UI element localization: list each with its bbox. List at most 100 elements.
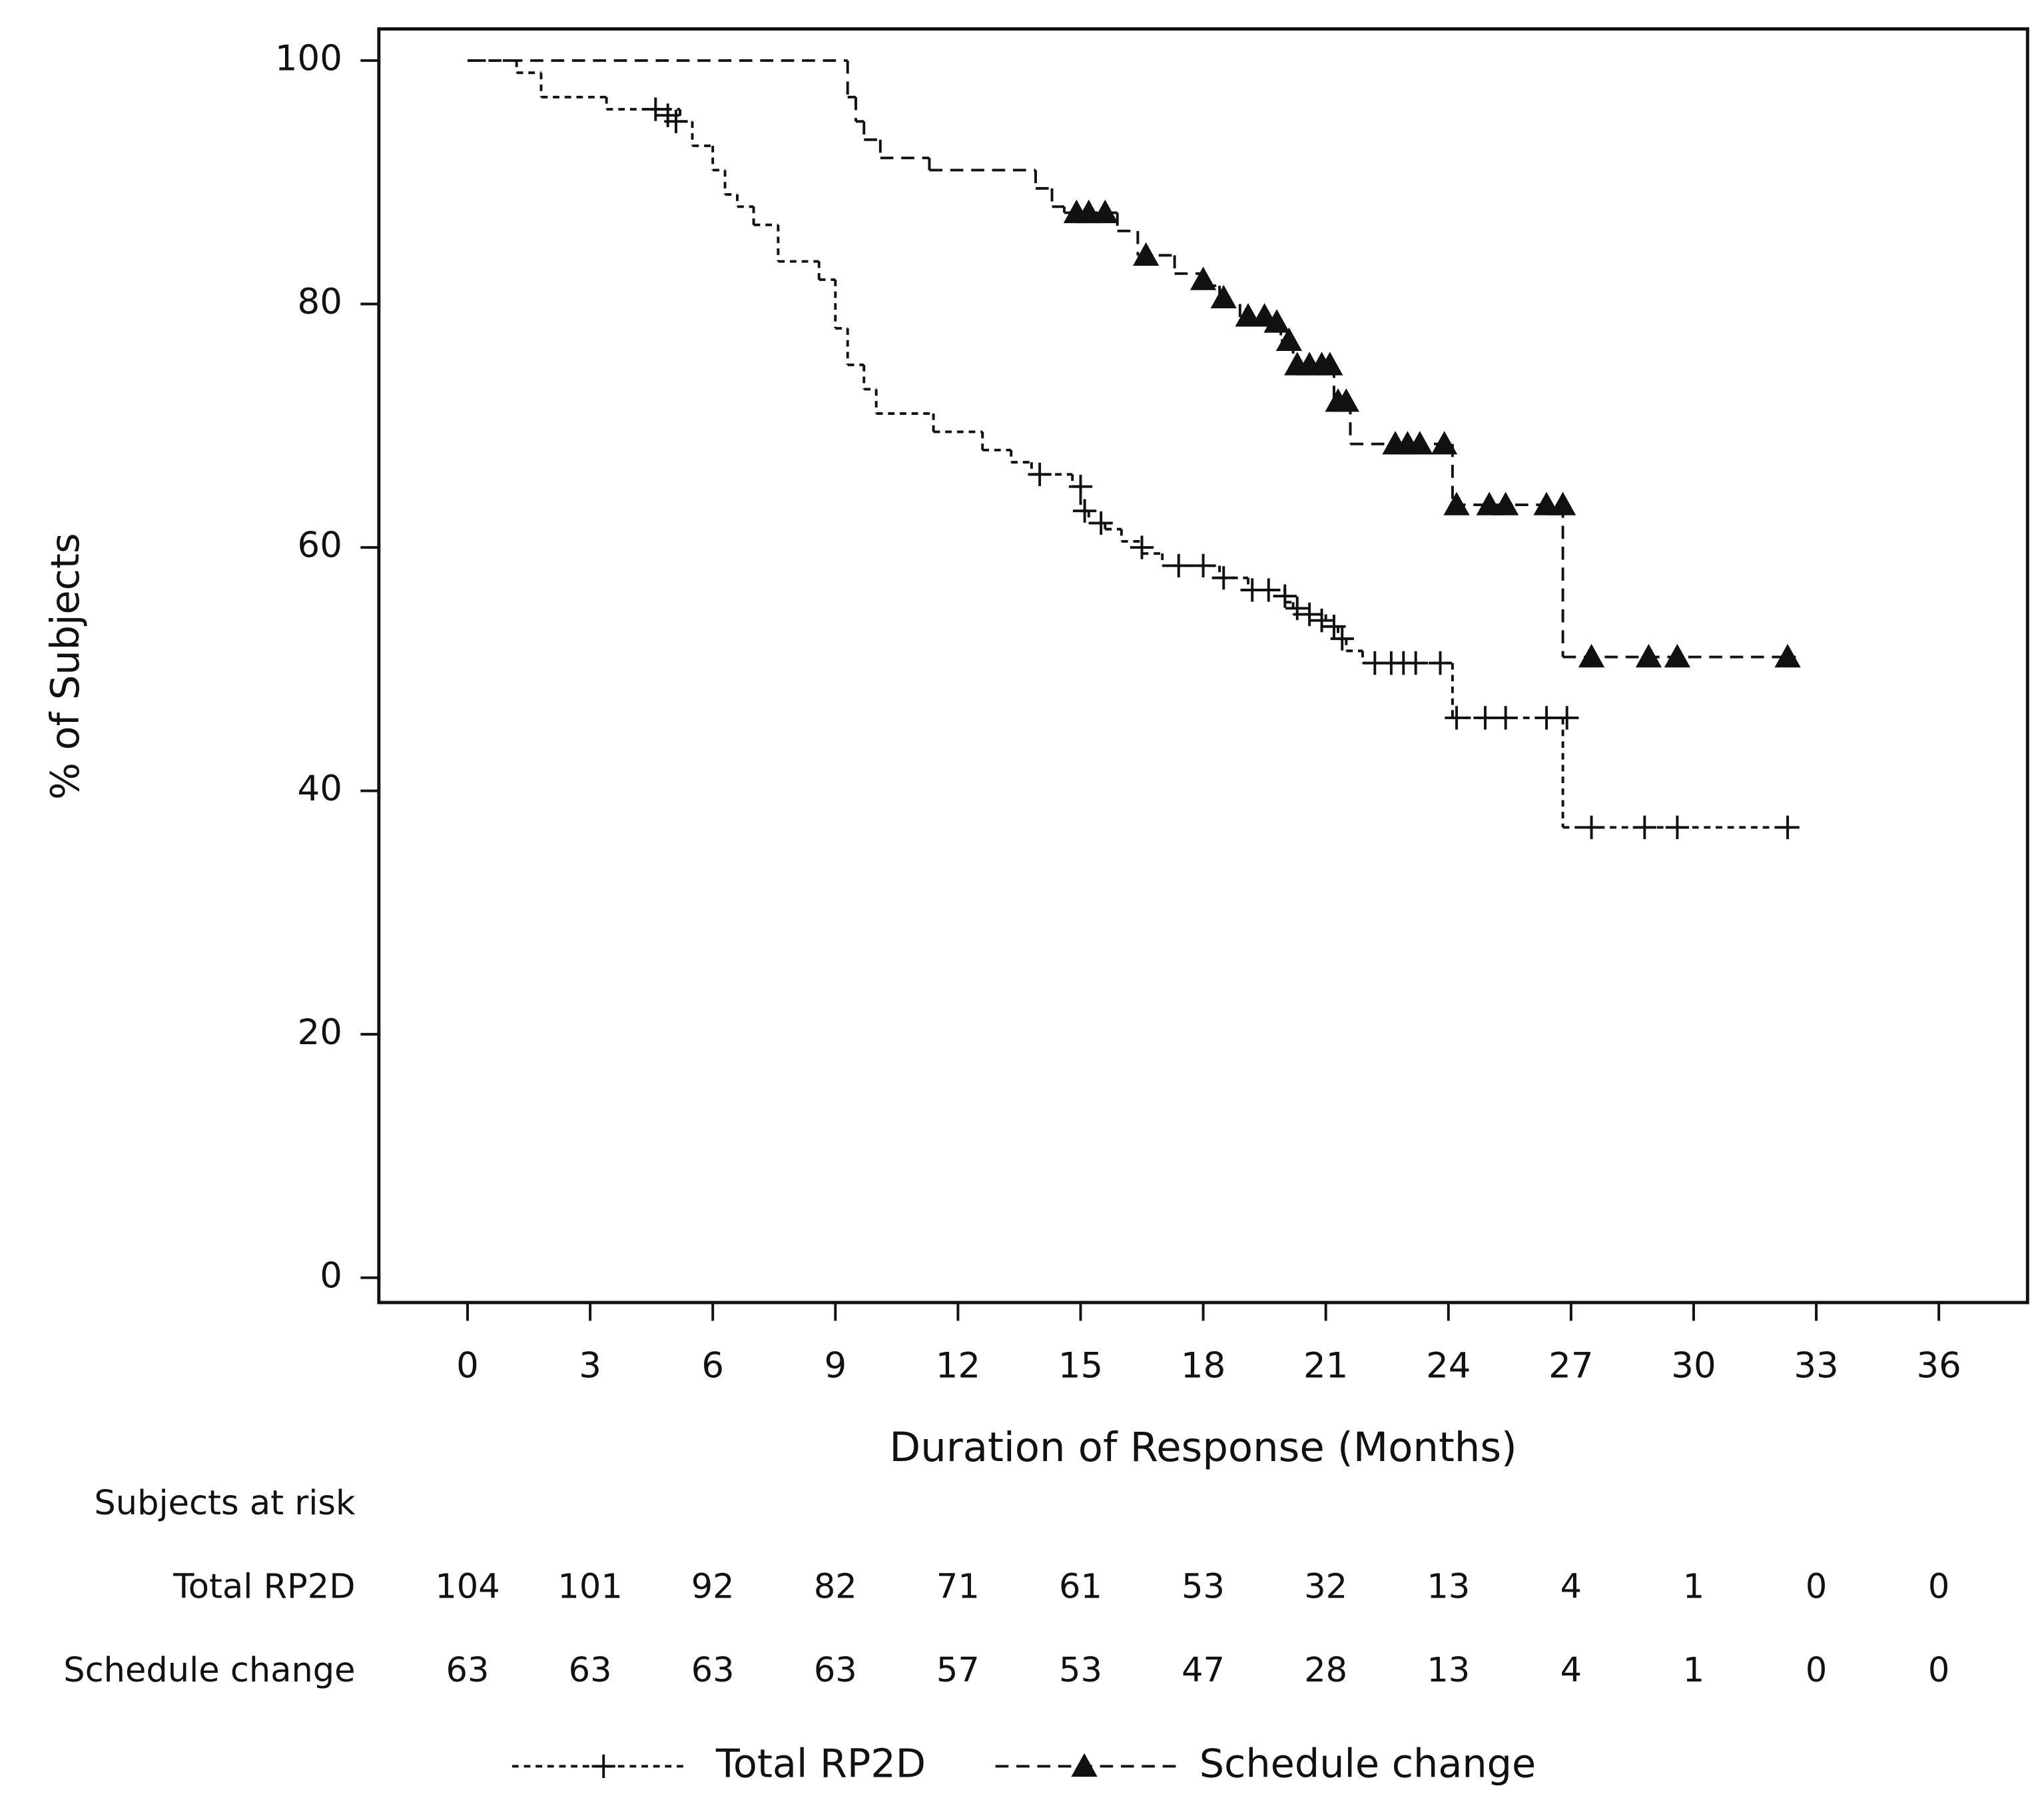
risk-count: 28	[1304, 1651, 1347, 1690]
risk-count: 1	[1683, 1651, 1704, 1690]
y-tick-label: 0	[320, 1255, 342, 1296]
censor-marker	[1028, 462, 1052, 487]
censor-marker	[1189, 266, 1217, 290]
risk-count: 4	[1560, 1568, 1582, 1607]
y-tick-label: 100	[275, 39, 342, 79]
censor-marker	[1404, 651, 1428, 675]
censor-marker	[1445, 706, 1469, 730]
risk-count: 0	[1928, 1568, 1949, 1607]
x-tick-label: 6	[701, 1346, 724, 1386]
risk-count: 0	[1806, 1651, 1827, 1690]
censor-marker	[1263, 309, 1290, 333]
risk-count: 82	[814, 1568, 857, 1607]
risk-count: 13	[1427, 1651, 1470, 1690]
censor-marker	[1309, 609, 1334, 633]
censor-marker	[1089, 511, 1113, 535]
y-tick-label: 20	[298, 1012, 342, 1053]
x-tick-label: 30	[1671, 1346, 1716, 1386]
censor-marker	[1776, 815, 1800, 840]
censor-marker	[1322, 615, 1346, 639]
censor-marker	[1431, 431, 1458, 455]
risk-table-title: Subjects at risk	[94, 1484, 356, 1523]
risk-count: 63	[691, 1651, 735, 1690]
censor-marker	[1494, 706, 1518, 730]
censor-marker	[1133, 242, 1160, 266]
legend-label: Total RP2D	[715, 1740, 926, 1786]
censor-marker	[1297, 602, 1321, 627]
x-tick-label: 33	[1794, 1346, 1838, 1386]
censor-marker	[1275, 327, 1303, 352]
x-tick-label: 12	[936, 1346, 980, 1386]
censor-marker	[1333, 388, 1359, 412]
x-tick-label: 36	[1916, 1346, 1961, 1386]
risk-count: 101	[557, 1568, 622, 1607]
x-tick-label: 21	[1303, 1346, 1348, 1386]
y-tick-label: 80	[298, 282, 342, 322]
censor-marker	[1534, 706, 1558, 730]
censor-marker	[1068, 475, 1093, 499]
censor-marker	[1191, 553, 1215, 578]
risk-count: 71	[936, 1568, 980, 1607]
risk-count: 0	[1928, 1651, 1949, 1690]
legend-marker	[1071, 1753, 1098, 1777]
censor-marker	[1578, 643, 1605, 668]
risk-count: 63	[446, 1651, 490, 1690]
censor-marker	[1130, 535, 1154, 559]
censor-marker	[1235, 303, 1261, 327]
risk-count: 0	[1806, 1568, 1827, 1607]
censor-marker	[1210, 284, 1237, 309]
x-tick-label: 3	[579, 1346, 601, 1386]
censor-marker	[1167, 553, 1191, 578]
risk-count: 13	[1427, 1568, 1470, 1607]
censor-marker	[1555, 706, 1579, 730]
risk-count: 47	[1182, 1651, 1225, 1690]
risk-count: 1	[1683, 1568, 1704, 1607]
censor-marker	[1076, 199, 1102, 224]
censor-marker	[1473, 706, 1497, 730]
x-tick-label: 15	[1058, 1346, 1103, 1386]
risk-count: 53	[1059, 1651, 1102, 1690]
x-tick-label: 9	[824, 1346, 847, 1386]
risk-count: 53	[1182, 1568, 1225, 1607]
censor-marker	[1664, 643, 1691, 668]
x-tick-label: 27	[1548, 1346, 1593, 1386]
censor-marker	[643, 97, 667, 121]
x-tick-label: 18	[1181, 1346, 1225, 1386]
censor-marker	[1476, 491, 1503, 515]
censor-marker	[1330, 627, 1354, 651]
y-tick-label: 40	[298, 768, 342, 809]
y-tick-label: 60	[298, 525, 342, 566]
risk-count: 32	[1304, 1568, 1347, 1607]
censor-marker	[1257, 578, 1281, 602]
censor-marker	[1428, 651, 1453, 675]
censor-marker	[1665, 815, 1690, 840]
censor-marker	[1092, 199, 1118, 224]
legend-label: Schedule change	[1199, 1740, 1536, 1786]
censor-marker	[1273, 584, 1297, 608]
x-axis-label: Duration of Response (Months)	[889, 1424, 1517, 1471]
risk-count: 61	[1059, 1568, 1102, 1607]
y-axis-label: % of Subjects	[42, 533, 88, 800]
censor-marker	[1285, 596, 1309, 621]
censor-marker	[1549, 491, 1576, 515]
censor-marker	[1211, 566, 1235, 590]
censor-marker	[1632, 815, 1656, 840]
risk-count: 63	[814, 1651, 857, 1690]
risk-row-name: Total RP2D	[172, 1568, 355, 1607]
risk-row-name: Schedule change	[63, 1651, 355, 1690]
risk-count: 4	[1560, 1651, 1582, 1690]
censor-marker	[1493, 491, 1519, 515]
censor-marker	[1072, 499, 1097, 523]
censor-marker	[1407, 431, 1433, 455]
censor-marker	[1317, 352, 1343, 376]
censor-marker	[1774, 643, 1801, 668]
censor-marker	[1579, 815, 1604, 840]
risk-count: 57	[936, 1651, 980, 1690]
x-tick-label: 24	[1426, 1346, 1471, 1386]
censor-marker	[1635, 643, 1662, 668]
risk-count: 92	[691, 1568, 735, 1607]
risk-count: 104	[435, 1568, 500, 1607]
x-tick-label: 0	[456, 1346, 479, 1386]
risk-count: 63	[569, 1651, 612, 1690]
